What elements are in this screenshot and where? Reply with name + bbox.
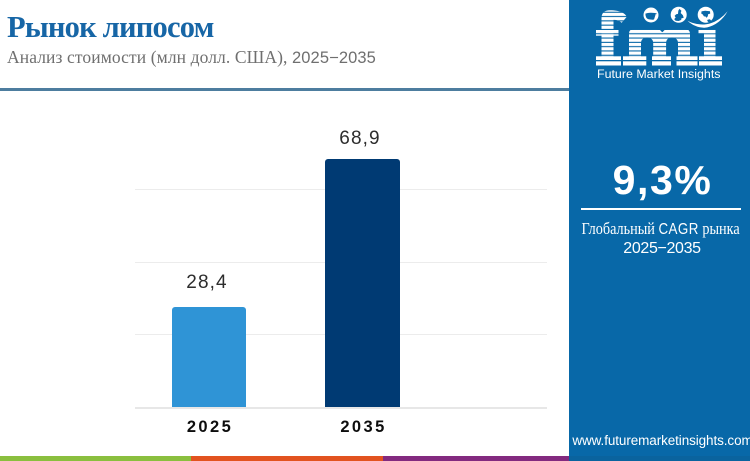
svg-text:Future Market Insights: Future Market Insights	[597, 67, 721, 81]
